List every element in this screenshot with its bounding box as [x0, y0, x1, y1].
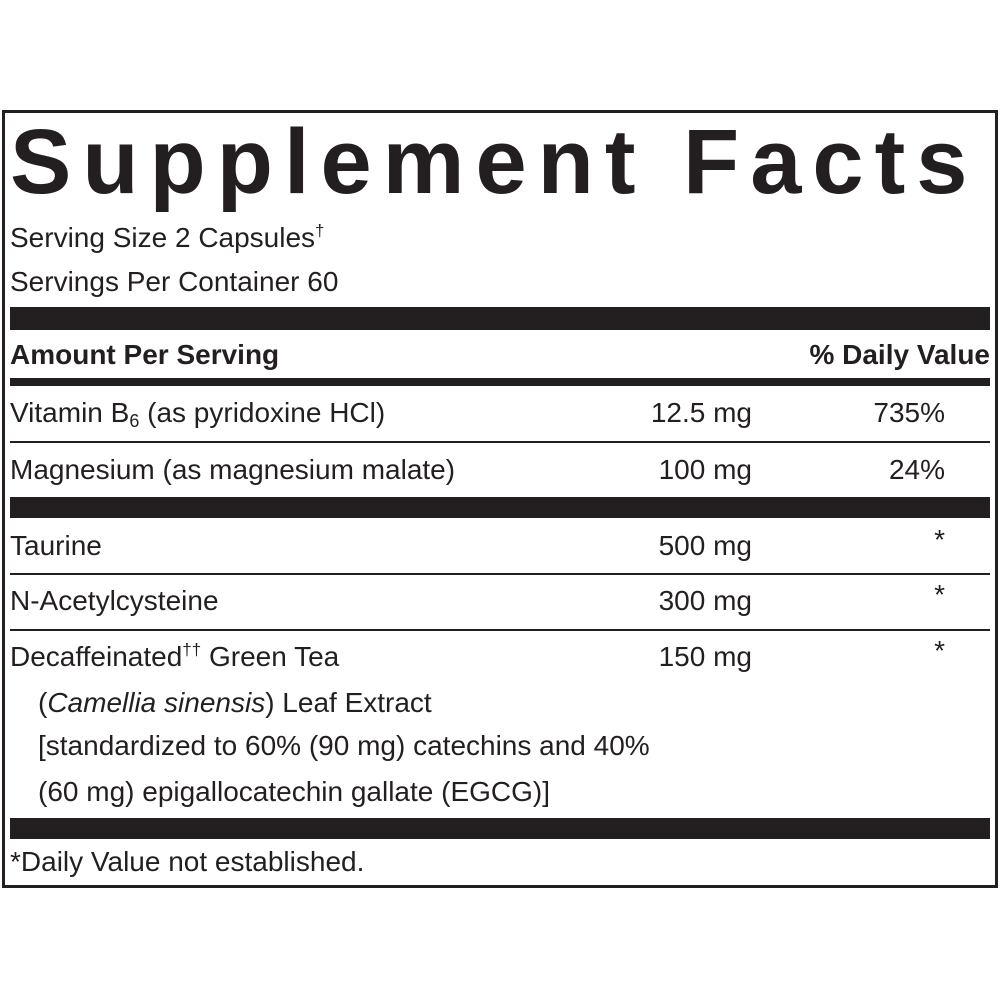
- daily-value: 735%: [873, 397, 945, 428]
- amount: 100 mg: [658, 454, 752, 485]
- rule-thick: [10, 818, 990, 839]
- rule-thick: [10, 497, 990, 518]
- header-daily-value: % Daily Value: [809, 339, 990, 370]
- species: Camellia sinensis: [47, 687, 266, 718]
- serving-size: Serving Size 2 Capsules†: [10, 222, 325, 254]
- footnote: *Daily Value not established.: [10, 846, 365, 877]
- amount: 500 mg: [658, 530, 752, 561]
- detail-text: ) Leaf Extract: [265, 687, 432, 718]
- rule-thin: [10, 441, 990, 443]
- paren: (: [38, 687, 48, 718]
- name: Decaffeinated: [10, 641, 183, 672]
- amount: 300 mg: [658, 585, 752, 616]
- detail-line: [standardized to 60% (90 mg) catechins a…: [38, 730, 650, 761]
- rule-thin: [10, 573, 990, 575]
- nutrient-name: Magnesium (as magnesium malate): [10, 454, 456, 485]
- daily-value: *: [934, 635, 945, 666]
- name-rest: Green Tea: [201, 641, 340, 672]
- amount: 150 mg: [658, 641, 752, 672]
- dagger: †: [315, 221, 325, 240]
- nutrient-name: Taurine: [10, 530, 102, 561]
- serving-size-text: Serving Size 2 Capsules: [10, 222, 316, 253]
- servings-per-container: Servings Per Container 60: [10, 266, 339, 297]
- daily-value: *: [934, 524, 945, 555]
- amount: 12.5 mg: [650, 397, 752, 428]
- double-dagger: ††: [182, 640, 202, 659]
- rule-thick: [10, 307, 990, 330]
- name-rest: (as pyridoxine HCl): [139, 397, 386, 428]
- rule-thin: [10, 629, 990, 631]
- rule-medium: [10, 378, 990, 386]
- header-amount: Amount Per Serving: [10, 339, 280, 370]
- daily-value: *: [934, 579, 945, 610]
- name: Vitamin B: [10, 397, 130, 428]
- detail-line: (60 mg) epigallocatechin gallate (EGCG)]: [38, 776, 551, 807]
- label-border: [2, 110, 998, 888]
- title: Supplement Facts: [10, 111, 979, 213]
- daily-value: 24%: [888, 454, 945, 485]
- nutrient-name: Decaffeinated†† Green Tea: [10, 641, 339, 673]
- subscript: 6: [129, 411, 140, 431]
- detail-line: (Camellia sinensis) Leaf Extract: [38, 687, 432, 719]
- nutrient-name: N-Acetylcysteine: [10, 585, 219, 616]
- nutrient-name: Vitamin B6 (as pyridoxine HCl): [10, 397, 386, 431]
